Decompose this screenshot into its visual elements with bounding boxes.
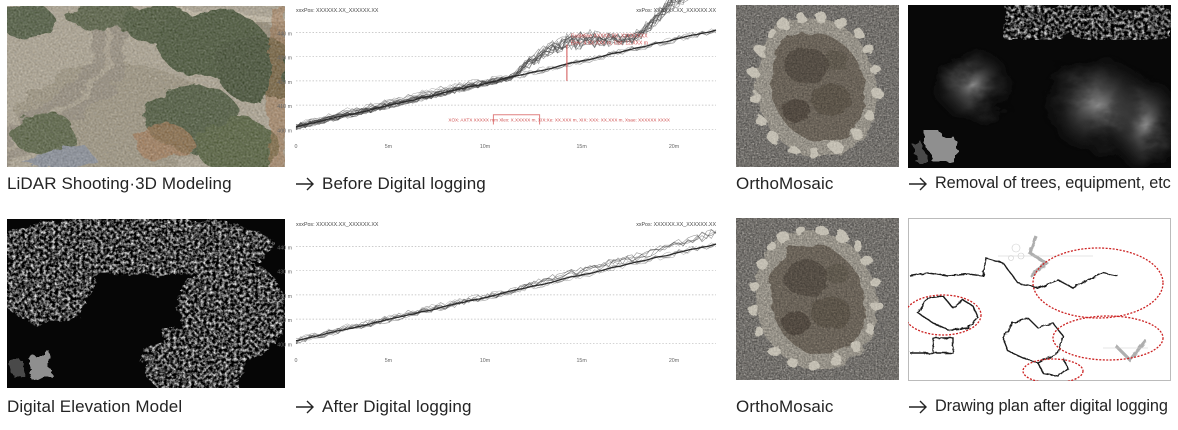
svg-text:XOX: AXTX XXXXX mm Xlex: X.XXX: XOX: AXTX XXXXX mm Xlex: X.XXXXX m, XIX:… bbox=[448, 118, 670, 123]
svg-text:440 m: 440 m bbox=[277, 32, 292, 38]
svg-text:20m: 20m bbox=[669, 358, 680, 364]
svg-text:10m: 10m bbox=[480, 358, 491, 364]
svg-text:420 m: 420 m bbox=[277, 294, 292, 300]
svg-text:xxxPos: XXXXXX.XX_XXXXXX.XX: xxxPos: XXXXXX.XX_XXXXXX.XX bbox=[296, 8, 379, 14]
svg-text:xxPos: XXXXXX.XX_XXXXXX.XX: xxPos: XXXXXX.XX_XXXXXX.XX bbox=[636, 8, 716, 14]
svg-text:5m: 5m bbox=[385, 358, 393, 364]
svg-text:5m: 5m bbox=[385, 144, 393, 150]
svg-text:430 m: 430 m bbox=[277, 270, 292, 276]
svg-text:420 m: 420 m bbox=[277, 80, 292, 86]
svg-text:400 m: 400 m bbox=[277, 342, 292, 348]
svg-text:xxPos: XXXXXX.XX_XXXXXX.XX: xxPos: XXXXXX.XX_XXXXXX.XX bbox=[636, 222, 716, 228]
svg-text:Elev: 4.XX.XXX m, Dist: 12.XXX: Elev: 4.XX.XXX m, Dist: 12.XXX m bbox=[571, 41, 648, 47]
svg-text:410 m: 410 m bbox=[277, 318, 292, 324]
svg-text:440 m: 440 m bbox=[277, 246, 292, 252]
svg-text:0: 0 bbox=[295, 144, 298, 150]
svg-text:410 m: 410 m bbox=[277, 104, 292, 110]
svg-text:430 m: 430 m bbox=[277, 56, 292, 62]
svg-text:20m: 20m bbox=[669, 144, 680, 150]
svg-text:400 m: 400 m bbox=[277, 128, 292, 134]
svg-text:Guideline XXXXX.XX_XXXXXXXX: Guideline XXXXX.XX_XXXXXXXX bbox=[571, 34, 648, 40]
svg-text:10m: 10m bbox=[480, 144, 491, 150]
svg-text:0: 0 bbox=[295, 358, 298, 364]
svg-text:15m: 15m bbox=[576, 144, 587, 150]
svg-text:15m: 15m bbox=[576, 358, 587, 364]
svg-text:xxxPos: XXXXXX.XX_XXXXXX.XX: xxxPos: XXXXXX.XX_XXXXXX.XX bbox=[296, 222, 379, 228]
